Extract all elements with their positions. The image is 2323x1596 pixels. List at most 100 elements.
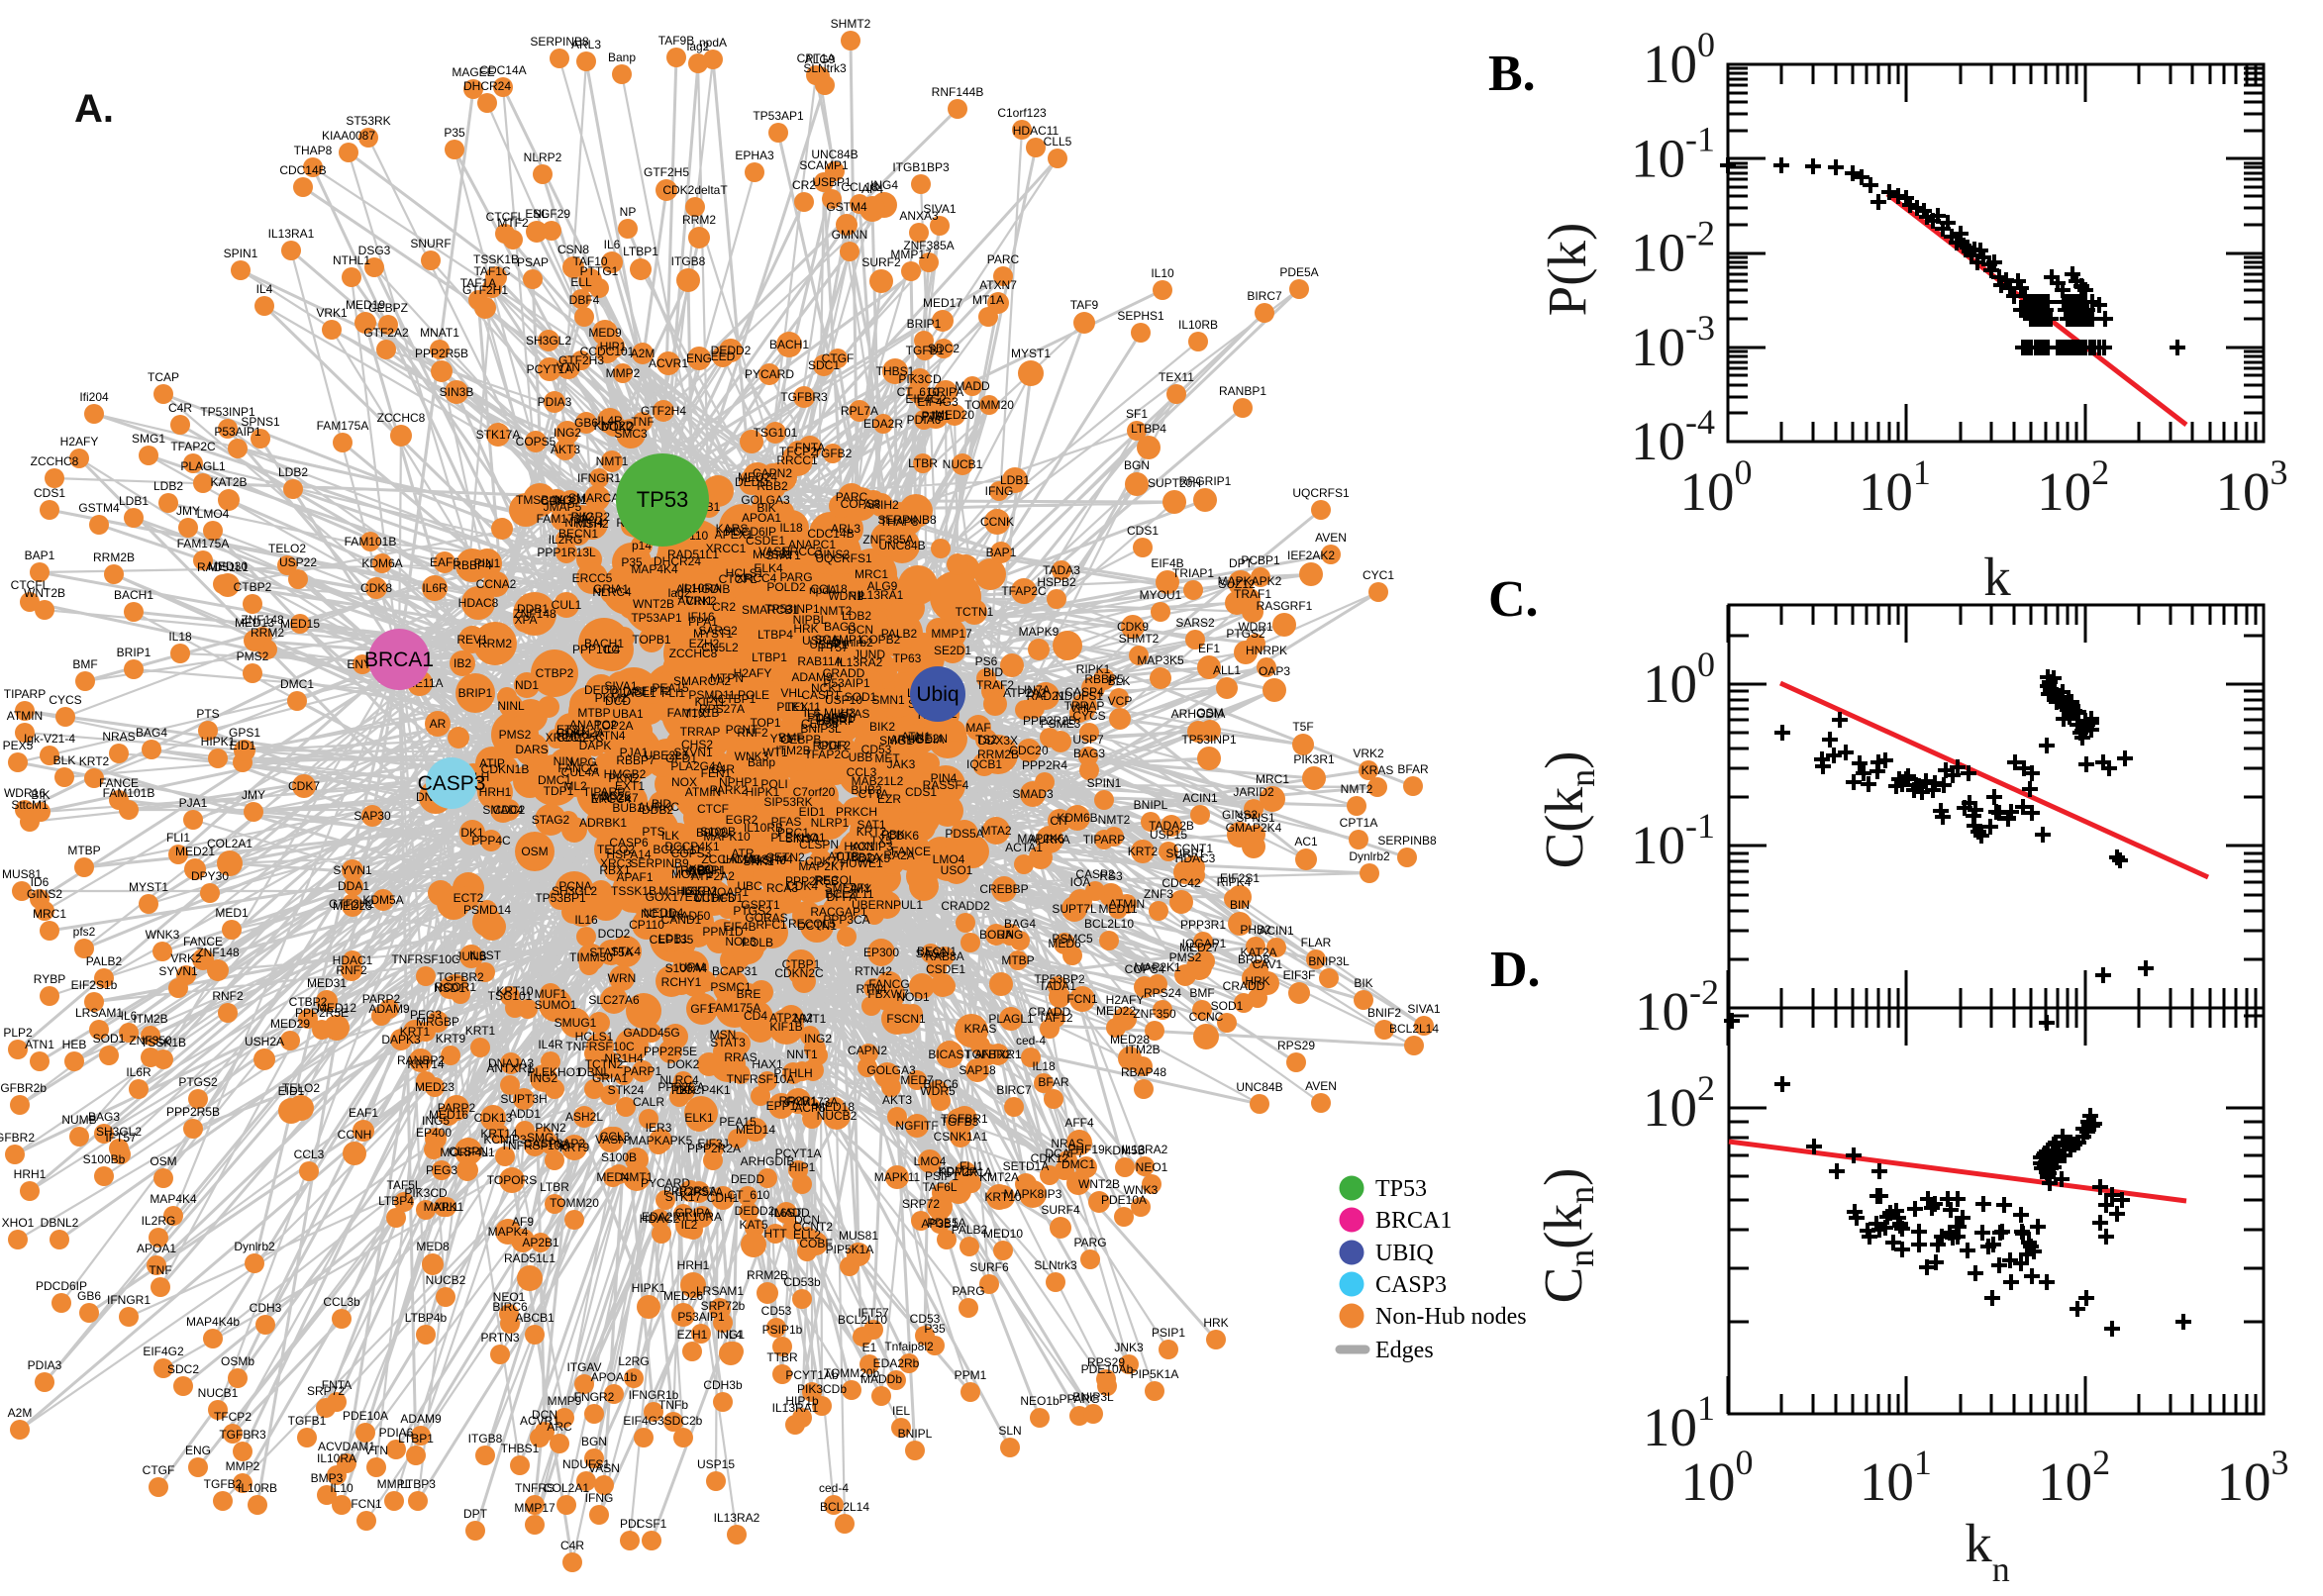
svg-text:SLN: SLN (998, 1424, 1021, 1438)
svg-text:MED31: MED31 (307, 976, 347, 990)
svg-text:CP110: CP110 (629, 918, 664, 932)
svg-text:BAG3: BAG3 (824, 620, 856, 634)
svg-text:ATR: ATR (731, 847, 754, 860)
svg-text:FLI1: FLI1 (960, 1159, 983, 1173)
svg-text:EID1: EID1 (230, 739, 256, 752)
svg-text:CR2: CR2 (712, 600, 736, 614)
svg-text:IL13RA1: IL13RA1 (268, 227, 315, 241)
svg-text:BCL2L10: BCL2L10 (838, 1313, 887, 1327)
svg-text:LTBP1: LTBP1 (752, 650, 787, 664)
svg-text:IER3: IER3 (646, 1121, 672, 1135)
svg-text:FCN1: FCN1 (351, 1497, 382, 1511)
svg-text:IL10RA: IL10RA (682, 1210, 722, 1224)
svg-text:S100Bb: S100Bb (83, 1152, 126, 1166)
svg-text:PDIA6: PDIA6 (379, 1426, 414, 1440)
svg-text:BRIP1: BRIP1 (458, 686, 493, 700)
svg-text:RRM2B: RRM2B (747, 1268, 788, 1282)
svg-text:H2AFY: H2AFY (60, 435, 99, 449)
svg-text:TGFB2: TGFB2 (204, 1477, 243, 1491)
svg-text:SF1: SF1 (1126, 407, 1148, 421)
svg-text:BCL2L14: BCL2L14 (1389, 1022, 1439, 1036)
svg-text:MED24: MED24 (738, 470, 777, 484)
svg-text:TFCP2: TFCP2 (214, 1410, 252, 1424)
svg-text:COPS5: COPS5 (516, 435, 556, 449)
svg-text:EDA2R: EDA2R (863, 417, 903, 431)
svg-text:AC1: AC1 (1294, 835, 1318, 848)
svg-text:PHF19: PHF19 (1067, 1143, 1105, 1156)
svg-text:TDP1: TDP1 (544, 784, 574, 798)
svg-text:NUCB1: NUCB1 (198, 1386, 239, 1400)
svg-text:NMT2: NMT2 (1341, 782, 1373, 796)
svg-text:P(k): P(k) (1537, 223, 1597, 317)
svg-text:AF4: AF4 (861, 182, 883, 196)
svg-text:A.: A. (74, 87, 114, 131)
svg-text:PYCARD: PYCARD (745, 367, 794, 381)
svg-text:KRT9: KRT9 (559, 1141, 590, 1154)
svg-text:SURF6: SURF6 (969, 1260, 1009, 1274)
svg-text:MAP4K4: MAP4K4 (150, 1192, 197, 1206)
svg-text:USP7: USP7 (1072, 733, 1104, 747)
svg-text:PDIA3: PDIA3 (538, 395, 572, 409)
svg-text:OSM: OSM (521, 845, 548, 858)
svg-text:CRADD2: CRADD2 (941, 899, 990, 913)
svg-text:CPT1A: CPT1A (797, 51, 836, 65)
svg-text:BACH1: BACH1 (114, 588, 153, 602)
svg-text:pfs2: pfs2 (73, 925, 96, 939)
svg-text:PIK3R1: PIK3R1 (1293, 752, 1335, 766)
svg-text:MTBP: MTBP (1001, 953, 1034, 967)
svg-text:LTBP1: LTBP1 (623, 245, 658, 258)
svg-text:GTF2A2: GTF2A2 (363, 326, 409, 340)
svg-text:TNFb: TNFb (658, 1398, 688, 1412)
svg-text:DK1: DK1 (460, 826, 484, 840)
svg-text:TAF9: TAF9 (1070, 298, 1099, 312)
svg-text:TSSK1B: TSSK1B (473, 252, 519, 266)
svg-text:T5F: T5F (1292, 720, 1313, 734)
svg-text:CDK9: CDK9 (1117, 620, 1149, 634)
svg-text:ACVR1: ACVR1 (520, 1414, 559, 1428)
svg-text:CDH3b: CDH3b (703, 1378, 743, 1392)
svg-text:SHMT2: SHMT2 (1119, 632, 1160, 646)
svg-text:UQCRFS1: UQCRFS1 (815, 551, 872, 565)
svg-text:ced-4: ced-4 (819, 1481, 849, 1495)
svg-text:FLAR: FLAR (1301, 936, 1332, 949)
svg-text:SAP30: SAP30 (354, 809, 391, 823)
svg-text:CDC42: CDC42 (1162, 876, 1201, 890)
svg-text:XPA: XPA (514, 613, 537, 627)
svg-text:IL10RB: IL10RB (238, 1481, 277, 1495)
svg-text:PARC: PARC (987, 252, 1020, 266)
svg-text:UNC84B: UNC84B (811, 148, 858, 161)
svg-text:PEX5: PEX5 (3, 739, 34, 752)
svg-text:MED13: MED13 (235, 616, 274, 630)
svg-text:BMP3: BMP3 (311, 1471, 344, 1485)
svg-text:ADAM9: ADAM9 (400, 1412, 442, 1426)
svg-text:HDAC8: HDAC8 (458, 596, 499, 610)
svg-text:SLC27A6: SLC27A6 (588, 993, 640, 1007)
svg-text:KAT2A: KAT2A (1240, 946, 1276, 959)
svg-text:CTBP2: CTBP2 (234, 580, 272, 594)
svg-text:BUB3: BUB3 (851, 783, 882, 797)
svg-text:DEDD2: DEDD2 (735, 1204, 775, 1218)
svg-text:USP10: USP10 (825, 693, 862, 707)
svg-text:STAT3: STAT3 (710, 1036, 746, 1049)
svg-text:PSIP1: PSIP1 (1152, 1326, 1185, 1340)
svg-text:NDUFS1: NDUFS1 (562, 1457, 610, 1471)
svg-text:SMN1: SMN1 (871, 693, 905, 707)
svg-text:RACGAP1: RACGAP1 (810, 905, 867, 919)
svg-text:GSTM4: GSTM4 (78, 501, 120, 515)
svg-text:MED15: MED15 (280, 617, 320, 631)
svg-text:B.: B. (1488, 46, 1536, 102)
svg-text:EIF4G3: EIF4G3 (917, 395, 959, 409)
svg-text:RANBP2: RANBP2 (397, 1053, 445, 1067)
svg-text:SPNS1: SPNS1 (241, 415, 280, 429)
svg-text:CDK13: CDK13 (474, 1111, 513, 1125)
svg-text:TTX: TTX (684, 707, 707, 721)
svg-text:Non-Hub nodes: Non-Hub nodes (1375, 1304, 1527, 1330)
svg-text:IFT57: IFT57 (105, 1131, 137, 1145)
svg-text:MED23: MED23 (415, 1080, 454, 1094)
svg-text:OFD1: OFD1 (665, 751, 697, 765)
svg-text:SPIN1: SPIN1 (224, 247, 258, 260)
svg-text:MAPK9: MAPK9 (1019, 625, 1060, 639)
svg-text:k: k (1983, 547, 2011, 607)
svg-text:ZNF350: ZNF350 (1133, 1007, 1176, 1021)
svg-text:RPS24: RPS24 (1144, 986, 1181, 1000)
